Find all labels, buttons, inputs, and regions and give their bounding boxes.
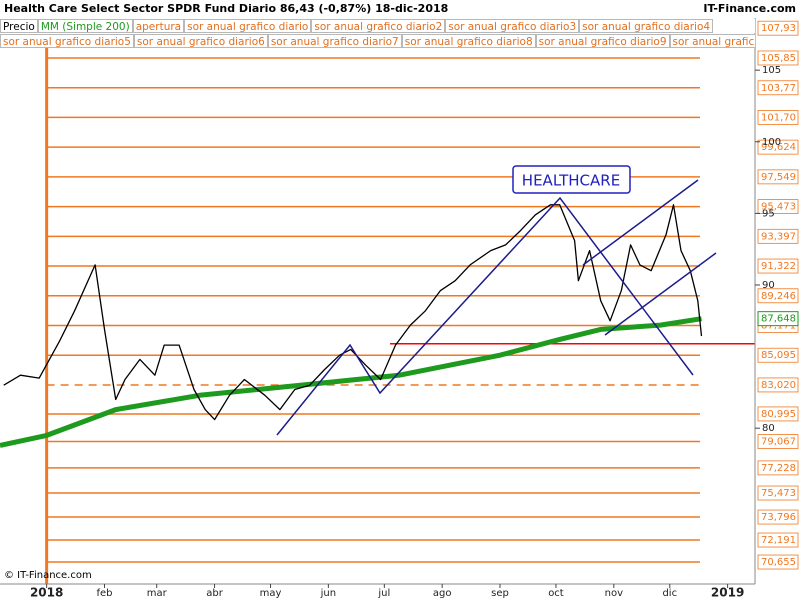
legend-item: sor anual grafico diario5: [0, 34, 134, 48]
x-tick-label: jul: [377, 588, 390, 599]
legend-row: sor anual grafico diario5 sor anual grafi…: [0, 34, 755, 48]
chart-title: Health Care Select Sector SPDR Fund Diar…: [4, 2, 449, 15]
legend-item: sor anual grafico diario6: [133, 34, 268, 48]
x-tick-label: sep: [491, 588, 509, 599]
x-tick-label: may: [260, 588, 282, 599]
header: Health Care Select Sector SPDR Fund Diar…: [0, 0, 800, 18]
price-line: [3, 204, 703, 421]
legend-item: apertura: [132, 19, 185, 33]
value-label-box: [757, 311, 799, 327]
level-label-box: [757, 434, 799, 449]
y-tick-label: 90: [762, 280, 775, 291]
x-tick-label: nov: [605, 588, 623, 599]
legend-row: Precio MM (Simple 200) apertura sor anual g…: [0, 19, 755, 33]
level-label-box: [757, 460, 799, 476]
level-label-box: [757, 347, 799, 363]
legend-item: sor anual grafico diario10: [669, 34, 755, 48]
y-tick-label: 100: [762, 137, 781, 148]
level-label: 93,397: [761, 231, 796, 242]
level-label: 85,095: [761, 350, 796, 361]
value-label: 87,648: [761, 314, 796, 325]
level-label-box: [757, 485, 799, 501]
level-label-box: [757, 110, 799, 125]
x-tick-label: ago: [433, 588, 452, 599]
x-tick-label: oct: [548, 588, 564, 599]
y-tick-label: 95: [762, 208, 775, 219]
level-label-box: [757, 532, 799, 548]
y-tick-label: 80: [762, 423, 775, 434]
annotation: HEALTHCARE: [522, 172, 620, 190]
level-label-box: [757, 406, 799, 422]
source: IT-Finance.com: [703, 2, 796, 15]
level-label: 91,322: [761, 261, 796, 272]
x-tick-label: jun: [320, 588, 336, 599]
level-label: 83,020: [761, 380, 796, 391]
trendlines: [276, 179, 717, 436]
level-label-box: [757, 288, 799, 304]
level-label: 73,796: [761, 512, 796, 523]
level-label: 70,655: [761, 557, 796, 568]
x-tick-label: feb: [96, 588, 112, 599]
x-tick-label: mar: [147, 588, 168, 599]
trendline: [582, 179, 699, 266]
moving-average-line: [0, 316, 702, 448]
legend-item: Precio: [0, 19, 38, 33]
level-label: 97,549: [761, 172, 796, 183]
trendline: [276, 196, 694, 436]
level-label: 75,473: [761, 488, 796, 499]
level-label: 80,995: [761, 409, 796, 420]
legend-item: sor anual grafico diario: [184, 19, 312, 33]
trendline: [604, 252, 717, 336]
x-tick-label: dic: [662, 588, 677, 599]
level-label: 89,246: [761, 291, 796, 302]
level-label: 77,228: [761, 463, 796, 474]
x-tick-label: 2018: [30, 586, 63, 600]
level-label-box: [757, 139, 799, 155]
level-label-box: [757, 50, 799, 66]
level-label: 107,93: [761, 23, 796, 34]
x-tick-label: 2019: [711, 586, 744, 600]
y-tick-label: 105: [762, 65, 781, 76]
level-label: 105,85: [761, 53, 796, 64]
level-label-box: [757, 20, 799, 36]
level-label-box: [757, 199, 799, 214]
legend-item: sor anual grafico diario7: [267, 34, 402, 48]
level-label-box: [757, 377, 799, 393]
legend-item: sor anual grafico diario3: [445, 19, 580, 33]
bottom-axis-panel: [0, 584, 800, 600]
level-label: 103,77: [761, 83, 796, 94]
level-label: 95,473: [761, 202, 796, 213]
plot-area: [0, 27, 755, 600]
annotation-box: [512, 165, 631, 194]
level-label-box: [757, 509, 799, 525]
axes: 107,93 105,85 103,77 101,70 99,624 97,549 95,4…: [30, 20, 799, 600]
level-label-box: [757, 80, 799, 96]
level-label-box: [757, 554, 799, 570]
level-label: 79,067: [761, 437, 796, 448]
level-label-box: [757, 169, 799, 185]
legend-item: sor anual grafico diario2: [311, 19, 446, 33]
footer: © IT-Finance.com: [4, 570, 92, 581]
level-label-box: [757, 228, 799, 244]
level-label-box: [757, 258, 799, 274]
legend-item: sor anual grafico diario9: [535, 34, 670, 48]
legend-item: MM (Simple 200): [37, 19, 133, 33]
level-label: 101,70: [761, 112, 796, 123]
legend-item: sor anual grafico diario8: [401, 34, 536, 48]
x-tick-label: abr: [206, 588, 223, 599]
level-label: 72,191: [761, 535, 796, 546]
legend-item: sor anual grafico diario4: [579, 19, 714, 33]
level-label: 99,624: [761, 142, 796, 153]
